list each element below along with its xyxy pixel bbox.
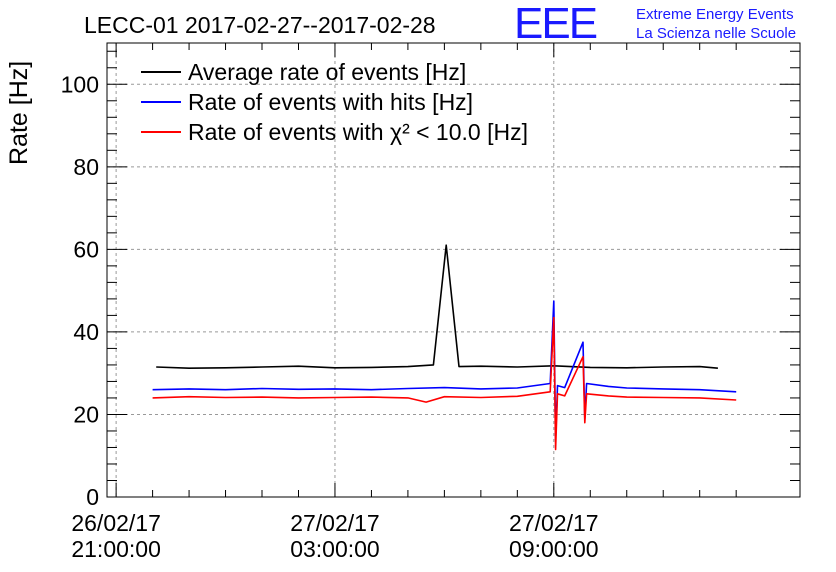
plot-frame [106, 42, 801, 498]
x-tick-label-date: 27/02/17 [290, 510, 380, 536]
series [152, 244, 737, 451]
y-tick-label: 0 [86, 484, 99, 510]
x-tick-label-time: 03:00:00 [290, 536, 380, 562]
eee-logo-mark: EEE [514, 0, 597, 48]
series-line-2 [152, 316, 737, 451]
logo-line-1: Extreme Energy Events [636, 6, 794, 23]
x-tick-label-time: 09:00:00 [509, 536, 599, 562]
x-tick-label-time: 21:00:00 [71, 536, 161, 562]
eee-logo: EEE Extreme Energy Events La Scienza nel… [514, 0, 796, 48]
legend-label-2: Rate of events with χ² < 10.0 [Hz] [188, 119, 528, 145]
y-tick-label: 60 [73, 236, 99, 262]
x-tick-label-date: 27/02/17 [509, 510, 599, 536]
logo-line-2: La Scienza nelle Scuole [636, 25, 796, 42]
y-tick-label: 80 [73, 154, 99, 180]
y-tick-label: 40 [73, 319, 99, 345]
axis-ticks [107, 43, 800, 498]
legend: Average rate of events [Hz] Rate of event… [141, 59, 528, 145]
y-axis-label: Rate [Hz] [5, 61, 33, 165]
chart-title: LECC-01 2017-02-27--2017-02-28 [84, 12, 436, 38]
legend-label-0: Average rate of events [Hz] [188, 59, 466, 85]
legend-label-1: Rate of events with hits [Hz] [188, 89, 473, 115]
tick-labels: 02040608010026/02/1721:00:0027/02/1703:0… [61, 71, 599, 562]
y-tick-label: 100 [61, 71, 99, 97]
series-line-0 [156, 244, 718, 370]
grid [107, 43, 800, 497]
y-tick-label: 20 [73, 401, 99, 427]
x-tick-label-date: 26/02/17 [71, 510, 161, 536]
